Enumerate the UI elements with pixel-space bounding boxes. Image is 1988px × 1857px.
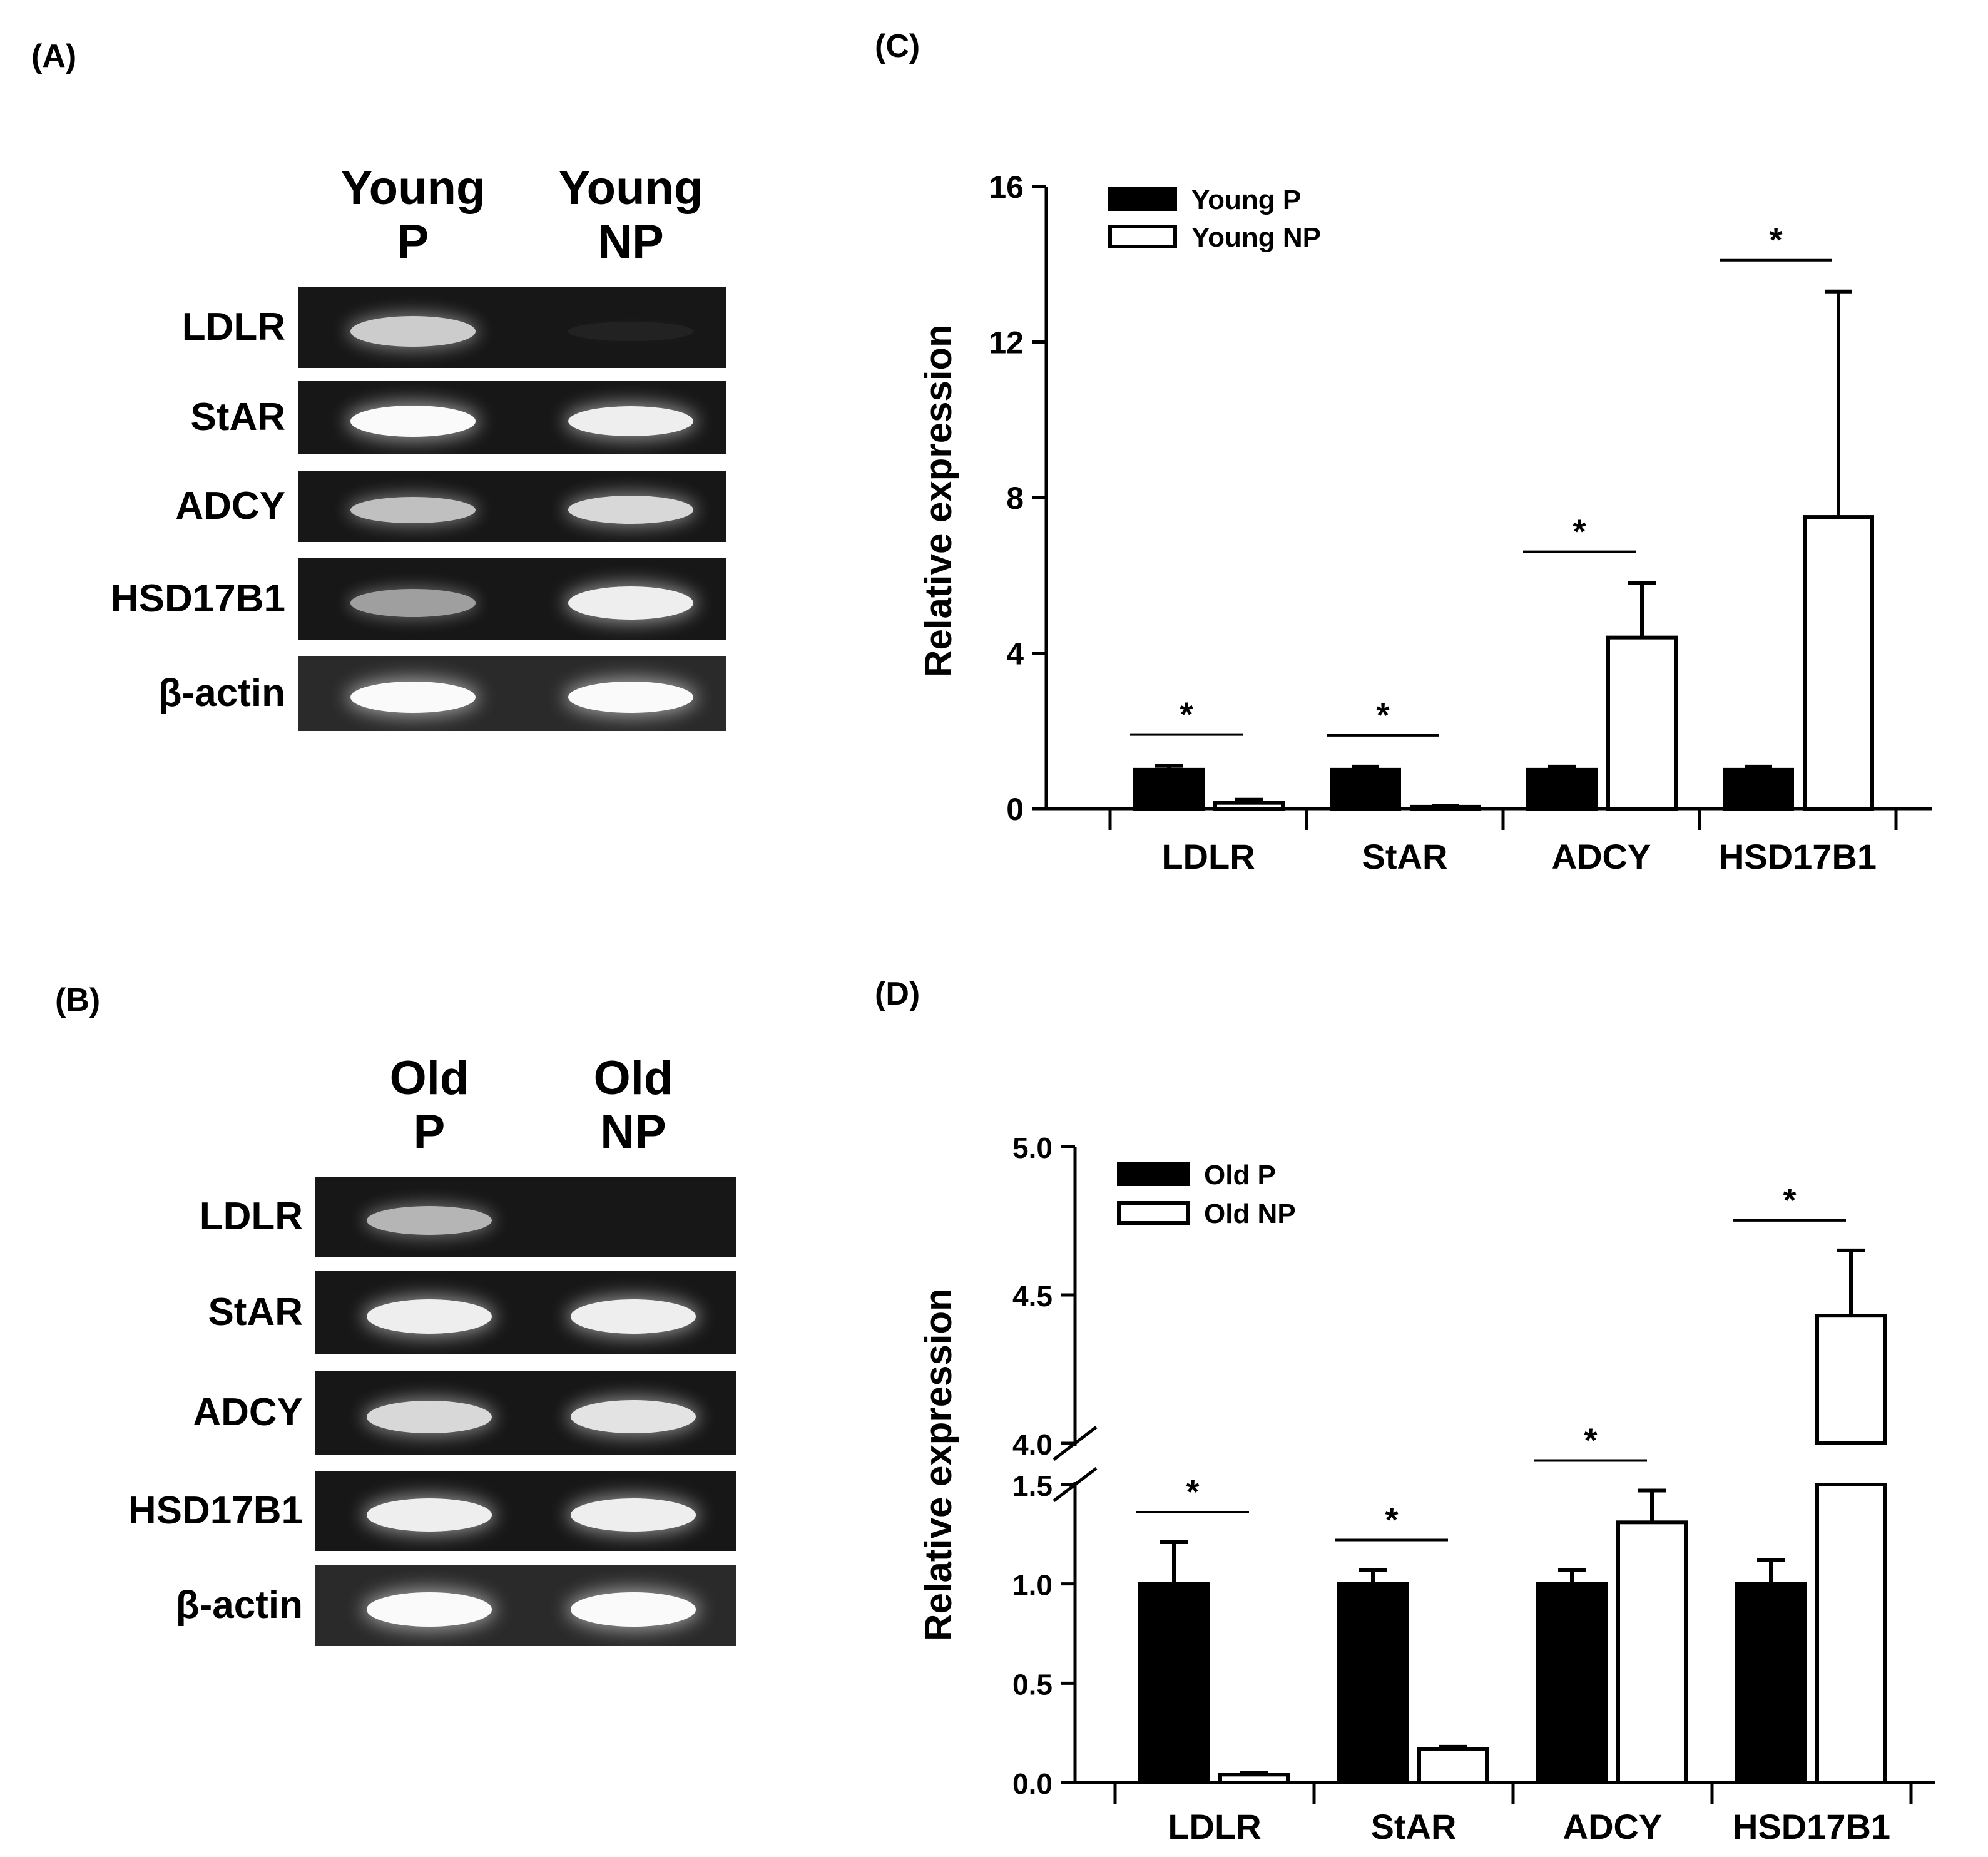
chart-c-significance-star: * xyxy=(1376,697,1389,734)
gel-b-band xyxy=(367,1299,492,1334)
gel-b-row-label: ADCY xyxy=(193,1391,303,1434)
gel-b-row-label: StAR xyxy=(208,1291,303,1334)
chart-c-bar xyxy=(1803,515,1874,811)
gel-a-row-label: ADCY xyxy=(175,484,285,528)
gel-a-band xyxy=(568,322,693,341)
gel-b-lane-condition: P xyxy=(413,1105,446,1159)
gel-b-band xyxy=(571,1498,696,1532)
gel-a-lane-condition: P xyxy=(397,215,429,269)
chart-c-bar xyxy=(1606,635,1678,811)
gel-b-row-label: LDLR xyxy=(199,1195,303,1238)
gel-a-band xyxy=(568,681,693,714)
gel-b-lane-header-2: Old NP xyxy=(539,1051,727,1159)
gel-b-lane-group: Old xyxy=(389,1051,469,1105)
chart-c-y-tick-label: 4 xyxy=(1006,637,1024,672)
gel-a-band xyxy=(350,315,476,347)
panel-label-a: (A) xyxy=(31,38,77,74)
chart-c-significance-star: * xyxy=(1769,222,1782,259)
gel-a-lane-group: Young xyxy=(558,161,703,215)
gel-b-row-label: HSD17B1 xyxy=(128,1489,303,1532)
gel-b-row-label: β-actin xyxy=(175,1583,303,1627)
gel-a-band xyxy=(350,681,476,714)
gel-b-lane-header-1: Old P xyxy=(335,1051,523,1159)
gel-b-band xyxy=(367,1400,492,1433)
chart-c-significance-star: * xyxy=(1180,696,1193,734)
gel-b-band xyxy=(367,1206,492,1235)
gel-a-band xyxy=(350,589,476,617)
chart-c-legend-swatch xyxy=(1108,225,1177,248)
chart-c-legend-label: Young NP xyxy=(1191,222,1321,253)
gel-b-lane-condition: NP xyxy=(600,1105,666,1159)
gel-b-band xyxy=(571,1299,696,1334)
panel-label-b: (B) xyxy=(55,982,101,1018)
gel-a-row-label: LDLR xyxy=(181,305,285,349)
gel-a-band xyxy=(350,496,476,523)
chart-c-significance-star: * xyxy=(1573,513,1586,551)
panel-label-d: (D) xyxy=(875,976,920,1012)
gel-a-row-label: β-actin xyxy=(158,672,285,715)
chart-c-bar xyxy=(1526,767,1598,811)
chart-c-y-tick-label: 0 xyxy=(1006,792,1024,827)
chart-c-y-tick-label: 12 xyxy=(989,325,1024,361)
chart-c-y-tick-label: 16 xyxy=(989,170,1024,205)
chart-c-legend-label: Young P xyxy=(1191,185,1301,215)
gel-b-band xyxy=(367,1498,492,1532)
chart-c-y-tick-label: 8 xyxy=(1006,481,1024,516)
gel-b-lane-group: Old xyxy=(593,1051,673,1105)
gel-b-band xyxy=(571,1399,696,1434)
chart-c-y-axis-label: Relative expression xyxy=(917,324,959,677)
chart-c-bar xyxy=(1133,767,1205,811)
gel-a-row-label: StAR xyxy=(190,396,285,439)
gel-a-band xyxy=(350,406,476,437)
chart-c-x-tick-label: HSD17B1 xyxy=(1719,837,1877,876)
gel-a-band xyxy=(568,586,693,620)
gel-b-band xyxy=(571,1592,696,1627)
chart-c-bar xyxy=(1723,767,1794,811)
chart-c-legend-swatch xyxy=(1108,187,1177,211)
chart-c-bar xyxy=(1213,801,1285,811)
gel-a-lane-condition: NP xyxy=(598,215,664,269)
gel-b-band xyxy=(367,1592,492,1627)
gel-a-band xyxy=(568,496,693,524)
chart-c-x-tick-label: LDLR xyxy=(1161,837,1255,876)
chart-c-bar xyxy=(1330,767,1401,811)
chart-c-x-tick-label: StAR xyxy=(1362,837,1448,876)
panel-label-c: (C) xyxy=(875,28,920,64)
gel-a-lane-group: Young xyxy=(340,161,486,215)
gel-a-row-label: HSD17B1 xyxy=(110,577,285,620)
gel-a-band xyxy=(568,406,693,436)
gel-a-lane-header-2: Young NP xyxy=(537,161,725,269)
gel-a-lane-header-1: Young P xyxy=(319,161,507,269)
chart-c-x-tick-label: ADCY xyxy=(1552,837,1651,876)
